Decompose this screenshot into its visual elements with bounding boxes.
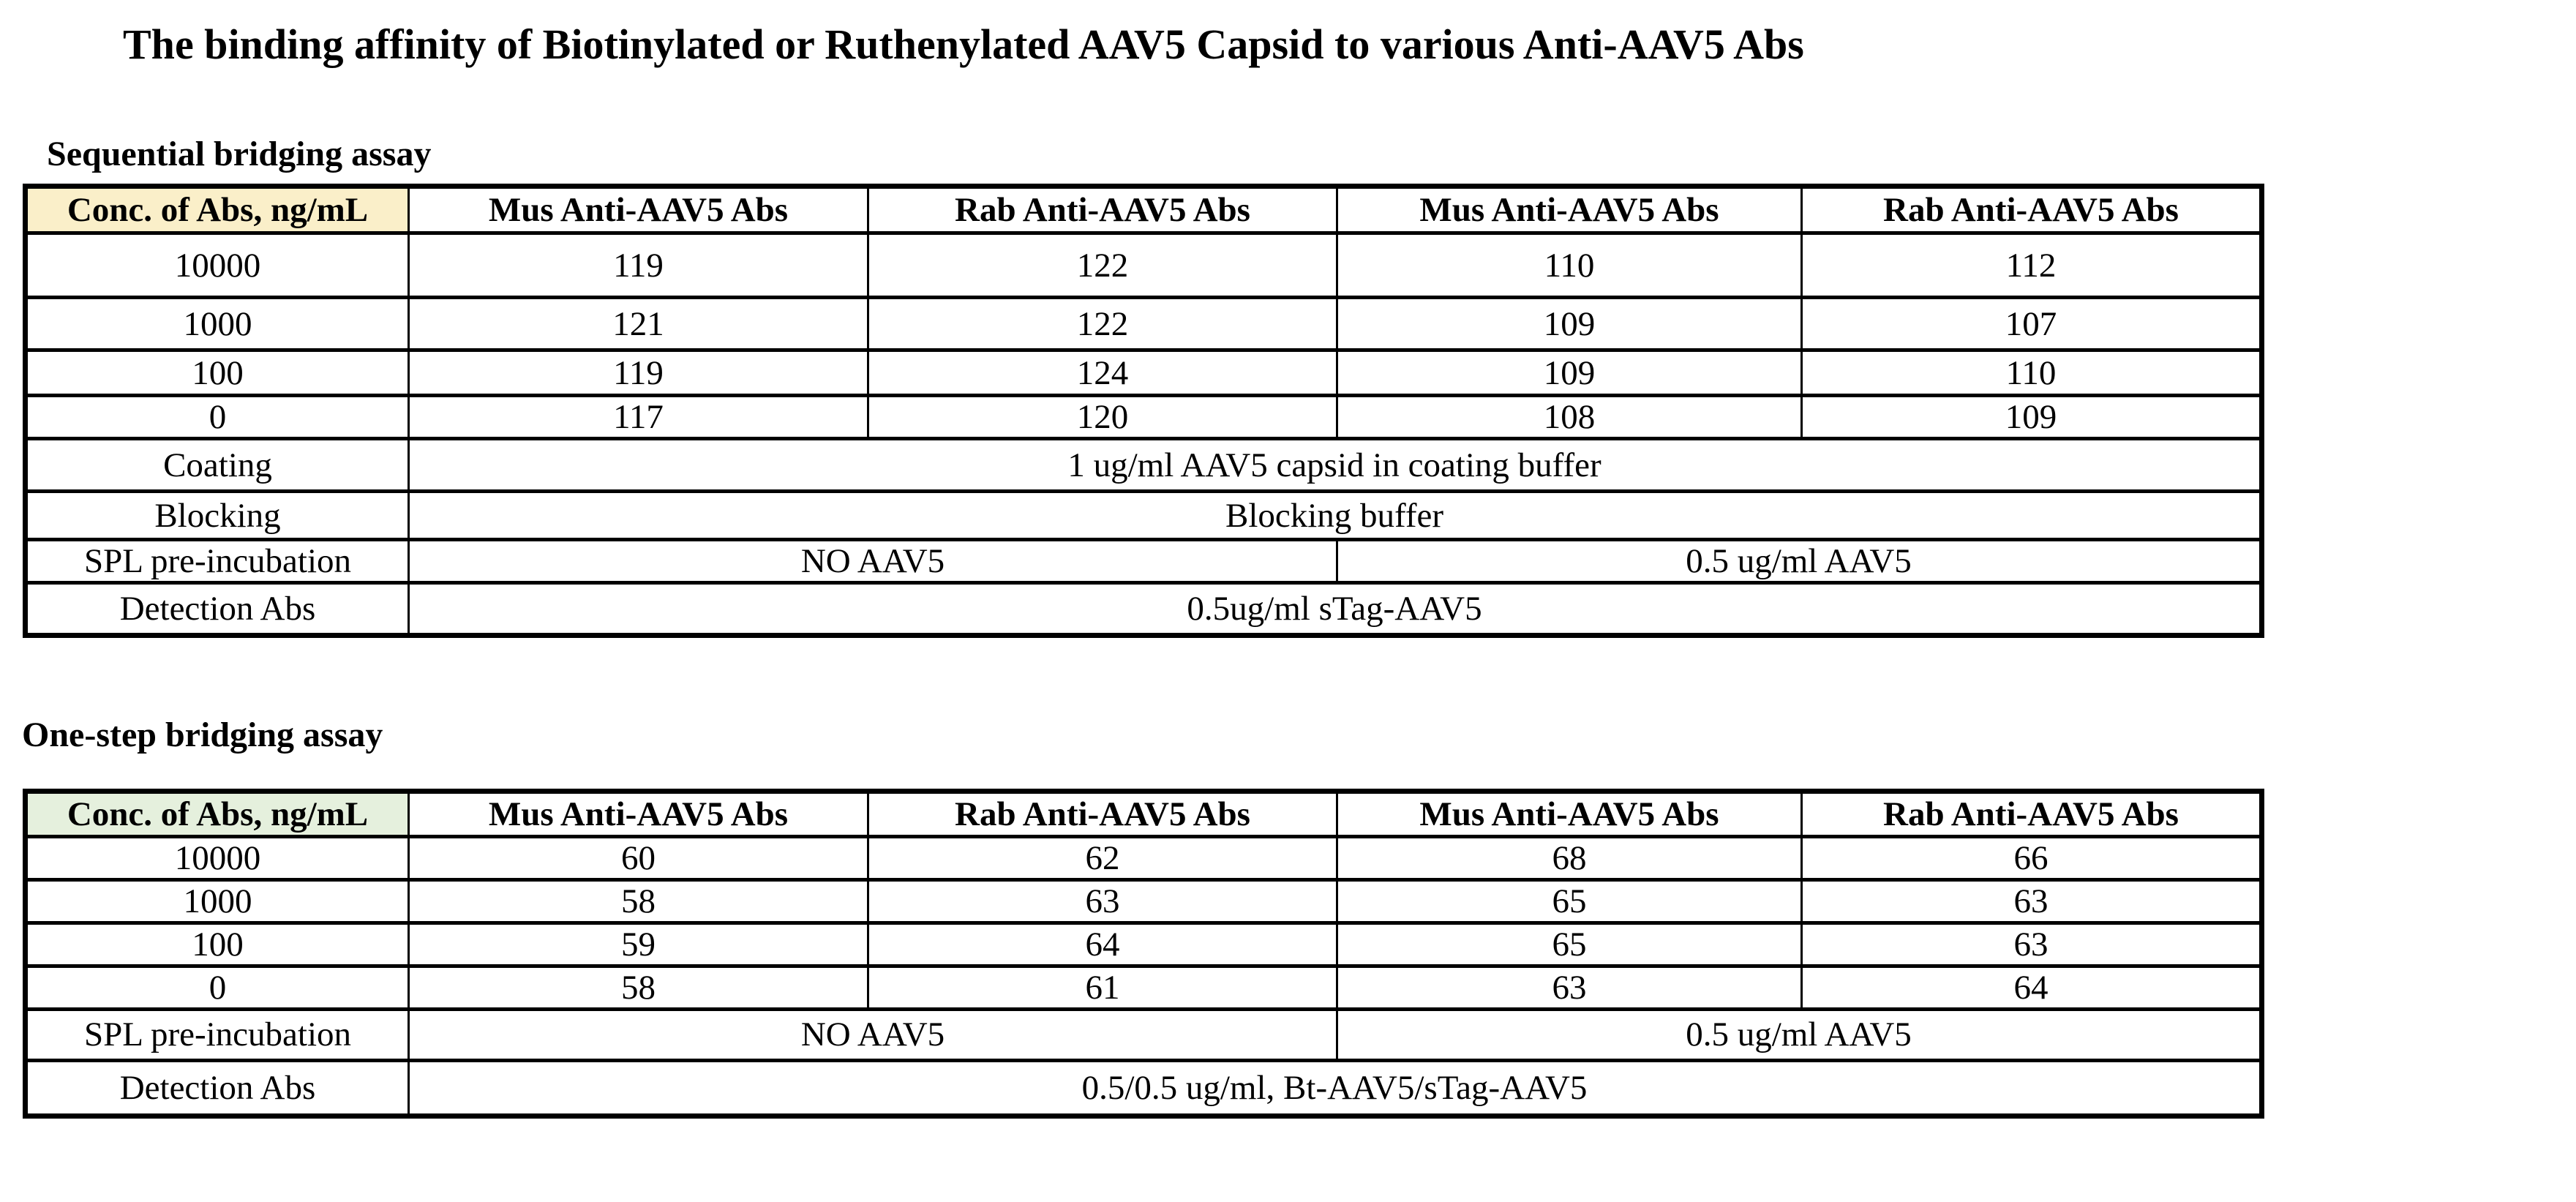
value-cell: 122 <box>867 231 1338 300</box>
detection-value-cell: 0.5/0.5 ug/ml, Bt-AAV5/sTag-AAV5 <box>408 1058 2263 1118</box>
value-cell: 112 <box>1800 231 2263 300</box>
value-cell: 117 <box>408 394 869 441</box>
coating-row: Coating 1 ug/ml AAV5 capsid in coating b… <box>24 437 2263 494</box>
value-cell: 65 <box>1336 920 1803 968</box>
document-page: { "page_title": "The binding affinity of… <box>0 19 2576 1202</box>
sequential-assay-heading: Sequential bridging assay <box>47 134 432 173</box>
onestep-assay-heading: One-step bridging assay <box>22 715 383 755</box>
conc-cell: 100 <box>24 348 410 398</box>
value-cell: 63 <box>1800 920 2263 968</box>
value-cell: 110 <box>1800 348 2263 398</box>
value-cell: 108 <box>1336 394 1803 441</box>
value-cell: 121 <box>408 296 869 353</box>
conc-cell: 100 <box>24 920 410 968</box>
value-cell: 124 <box>867 348 1338 398</box>
coating-value-cell: 1 ug/ml AAV5 capsid in coating buffer <box>408 437 2263 494</box>
data-row: 0 58 61 63 64 <box>24 964 2263 1011</box>
conc-cell: 10000 <box>24 231 410 300</box>
value-cell: 110 <box>1336 231 1803 300</box>
value-cell: 122 <box>867 296 1338 353</box>
data-row: 1000 58 63 65 63 <box>24 877 2263 925</box>
value-cell: 120 <box>867 394 1338 441</box>
spl-with-aav5-cell: 0.5 ug/ml AAV5 <box>1336 1007 2263 1062</box>
detection-value-cell: 0.5ug/ml sTag-AAV5 <box>408 581 2263 638</box>
header-row: Conc. of Abs, ng/mL Mus Anti-AAV5 Abs Ra… <box>24 789 2263 838</box>
row-label-cell: SPL pre-incubation <box>24 1007 410 1062</box>
value-cell: 68 <box>1336 834 1803 882</box>
data-row: 1000 121 122 109 107 <box>24 296 2263 353</box>
conc-cell: 1000 <box>24 877 410 925</box>
value-cell: 59 <box>408 920 869 968</box>
data-row: 10000 119 122 110 112 <box>24 231 2263 300</box>
spl-no-aav5-cell: NO AAV5 <box>408 538 1338 585</box>
column-header-cell: Rab Anti-AAV5 Abs <box>1800 789 2263 838</box>
column-header-cell: Rab Anti-AAV5 Abs <box>867 184 1338 236</box>
data-row: 100 119 124 109 110 <box>24 348 2263 398</box>
value-cell: 63 <box>1800 877 2263 925</box>
value-cell: 62 <box>867 834 1338 882</box>
row-label-cell: Blocking <box>24 489 410 542</box>
value-cell: 109 <box>1800 394 2263 441</box>
value-cell: 63 <box>867 877 1338 925</box>
conc-cell: 0 <box>24 394 410 441</box>
sequential-assay-table: Conc. of Abs, ng/mL Mus Anti-AAV5 Abs Ra… <box>23 184 2264 639</box>
header-row: Conc. of Abs, ng/mL Mus Anti-AAV5 Abs Ra… <box>24 184 2263 236</box>
blocking-value-cell: Blocking buffer <box>408 489 2263 542</box>
value-cell: 64 <box>1800 964 2263 1011</box>
row-label-cell: SPL pre-incubation <box>24 538 410 585</box>
column-header-cell: Rab Anti-AAV5 Abs <box>867 789 1338 838</box>
spl-with-aav5-cell: 0.5 ug/ml AAV5 <box>1336 538 2263 585</box>
value-cell: 109 <box>1336 348 1803 398</box>
spl-preincubation-row: SPL pre-incubation NO AAV5 0.5 ug/ml AAV… <box>24 1007 2263 1062</box>
value-cell: 66 <box>1800 834 2263 882</box>
row-label-cell: Detection Abs <box>24 581 410 638</box>
data-row: 0 117 120 108 109 <box>24 394 2263 441</box>
conc-cell: 1000 <box>24 296 410 353</box>
column-header-cell: Mus Anti-AAV5 Abs <box>1336 184 1803 236</box>
detection-abs-row: Detection Abs 0.5/0.5 ug/ml, Bt-AAV5/sTa… <box>24 1058 2263 1118</box>
value-cell: 60 <box>408 834 869 882</box>
value-cell: 58 <box>408 964 869 1011</box>
value-cell: 64 <box>867 920 1338 968</box>
detection-abs-row: Detection Abs 0.5ug/ml sTag-AAV5 <box>24 581 2263 638</box>
conc-cell: 0 <box>24 964 410 1011</box>
value-cell: 58 <box>408 877 869 925</box>
column-header-cell: Mus Anti-AAV5 Abs <box>1336 789 1803 838</box>
row-label-cell: Detection Abs <box>24 1058 410 1118</box>
value-cell: 65 <box>1336 877 1803 925</box>
onestep-assay-table: Conc. of Abs, ng/mL Mus Anti-AAV5 Abs Ra… <box>23 788 2264 1119</box>
data-row: 100 59 64 65 63 <box>24 920 2263 968</box>
row-label-cell: Coating <box>24 437 410 494</box>
blocking-row: Blocking Blocking buffer <box>24 489 2263 542</box>
onestep-assay-section: One-step bridging assay Conc. of Abs, ng… <box>0 714 2576 1119</box>
value-cell: 61 <box>867 964 1338 1011</box>
corner-header-cell: Conc. of Abs, ng/mL <box>24 789 410 838</box>
value-cell: 119 <box>408 231 869 300</box>
spl-preincubation-row: SPL pre-incubation NO AAV5 0.5 ug/ml AAV… <box>24 538 2263 585</box>
conc-cell: 10000 <box>24 834 410 882</box>
corner-header-cell: Conc. of Abs, ng/mL <box>24 184 410 236</box>
value-cell: 119 <box>408 348 869 398</box>
column-header-cell: Mus Anti-AAV5 Abs <box>408 789 869 838</box>
page-title: The binding affinity of Biotinylated or … <box>123 20 1804 68</box>
data-row: 10000 60 62 68 66 <box>24 834 2263 882</box>
column-header-cell: Rab Anti-AAV5 Abs <box>1800 184 2263 236</box>
value-cell: 109 <box>1336 296 1803 353</box>
value-cell: 107 <box>1800 296 2263 353</box>
value-cell: 63 <box>1336 964 1803 1011</box>
spl-no-aav5-cell: NO AAV5 <box>408 1007 1338 1062</box>
column-header-cell: Mus Anti-AAV5 Abs <box>408 184 869 236</box>
sequential-assay-section: Sequential bridging assay Conc. of Abs, … <box>0 133 2576 639</box>
